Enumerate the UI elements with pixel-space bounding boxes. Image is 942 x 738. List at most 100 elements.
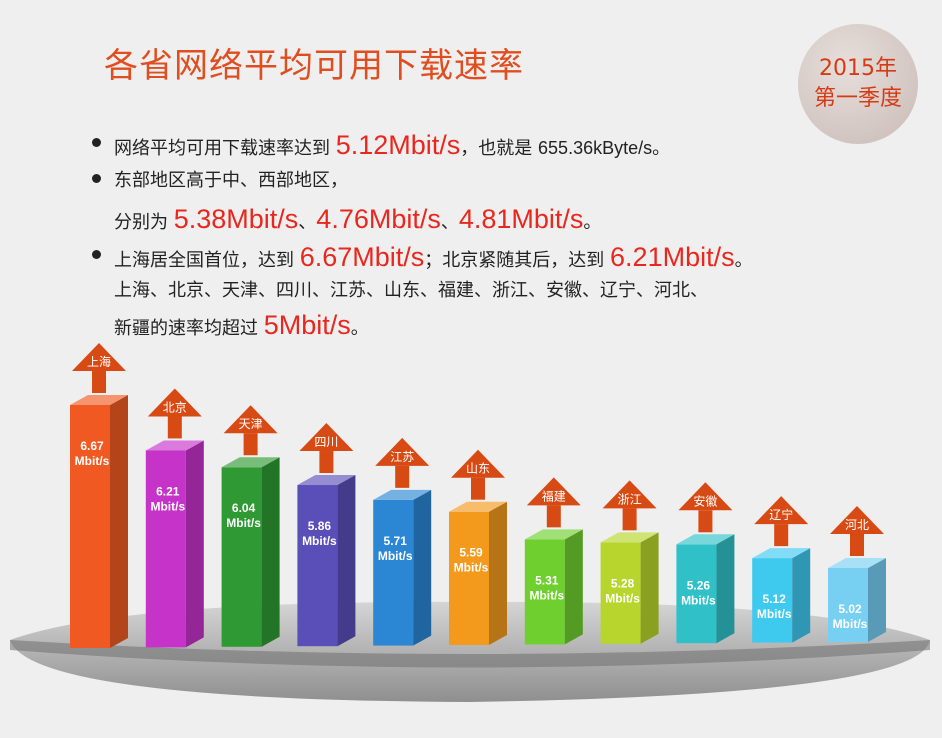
bullet-line: 上海居全国首位，达到 6.67Mbit/s；北京紧随其后，达到 6.21Mbit… [114, 240, 932, 274]
category-label: 浙江 [618, 492, 642, 506]
unit-label: Mbit/s [605, 591, 640, 605]
arrow-stem [622, 508, 637, 531]
arrow-head [147, 388, 202, 417]
bar-side [792, 548, 811, 643]
arrow-stem [92, 371, 106, 393]
bar-front [524, 539, 565, 645]
value-label: 5.31 [535, 573, 559, 587]
highlight-value: 6.67Mbit/s [299, 242, 425, 272]
value-label: 5.02 [838, 602, 862, 616]
bar-top [145, 440, 204, 451]
arrow-head [830, 506, 884, 534]
arrow-stem [471, 477, 485, 500]
unit-label: Mbit/s [302, 534, 337, 548]
category-label: 上海 [87, 354, 111, 369]
bar-top [373, 489, 432, 500]
bar-side [564, 529, 583, 645]
value-label: 6.04 [232, 501, 256, 515]
arrow-stem [319, 451, 334, 474]
bar-1: 上海 6.67Mbit/s [70, 343, 128, 648]
unit-label: Mbit/s [529, 588, 564, 602]
bars-group: 上海6.67Mbit/s北京6.21Mbit/s天津6.04Mbit/s四川5.… [70, 343, 886, 648]
chart-platform-rim [10, 640, 930, 668]
text: 、 [440, 212, 459, 233]
arrow-stem [774, 524, 789, 547]
arrow-head [678, 482, 733, 511]
badge-year: 2015年 [819, 56, 897, 81]
summary-bullets: 网络平均可用下载速率达到 5.12Mbit/s，也就是 655.36kByte/… [92, 128, 932, 342]
bullet-dot [92, 250, 101, 259]
bar-front [145, 450, 186, 648]
text: 、 [298, 212, 317, 233]
value-label: 5.12 [763, 592, 787, 606]
bar-top [221, 457, 280, 468]
bullet-line: 东部地区高于中、西部地区， [114, 170, 348, 191]
bar-arrow [147, 388, 202, 439]
category-label: 北京 [163, 400, 187, 414]
bar-front [449, 511, 489, 645]
period-badge: 2015年 第一季度 [798, 24, 918, 144]
bullet-dot [92, 138, 101, 147]
text: 。 [734, 250, 753, 271]
arrow-head [223, 405, 278, 434]
highlight-value: 4.76Mbit/s [316, 204, 441, 234]
category-label: 山东 [466, 462, 490, 476]
bullet-dot [92, 174, 101, 183]
text: 655.36kByte/s [538, 138, 653, 158]
bar-side [261, 457, 280, 647]
unit-label: Mbit/s [681, 593, 716, 607]
bar-10: 辽宁 5.12Mbit/s [752, 496, 811, 643]
bullet-line: 网络平均可用下载速率达到 5.12Mbit/s，也就是 655.36kByte/… [114, 128, 932, 162]
text: 。 [350, 318, 369, 339]
bar-front [297, 485, 338, 647]
text: 新疆的速率均超过 [114, 318, 264, 339]
bar-arrow [678, 482, 733, 533]
bar-top [524, 529, 583, 540]
highlight-value: 5.38Mbit/s [173, 204, 299, 234]
arrow-head [375, 437, 430, 466]
bullet-provinces: 上海居全国首位，达到 6.67Mbit/s；北京紧随其后，达到 6.21Mbit… [92, 240, 932, 342]
bar-front [70, 405, 110, 648]
bar-2: 北京 6.21Mbit/s [145, 388, 204, 648]
bar-top [600, 532, 659, 543]
unit-label: Mbit/s [454, 561, 489, 575]
highlight-value: 5Mbit/s [263, 310, 351, 340]
arrow-head [72, 343, 126, 371]
bar-arrow [299, 423, 354, 474]
arrow-stem [698, 510, 713, 533]
value-label: 5.71 [384, 534, 408, 548]
text: 。 [652, 138, 671, 159]
category-label: 江苏 [390, 450, 414, 464]
highlight-value: 5.12Mbit/s [335, 130, 461, 160]
bar-arrow [754, 496, 809, 547]
text: 分别为 [114, 212, 174, 233]
bar-top [752, 548, 811, 559]
value-label: 6.21 [156, 484, 180, 498]
bar-arrow [830, 506, 884, 556]
value-label: 5.28 [611, 576, 635, 590]
value-label: 6.67 [80, 439, 104, 453]
value-label: 5.86 [308, 519, 332, 533]
bar-side [337, 475, 356, 647]
bar-front [752, 558, 793, 643]
bar-top [449, 501, 507, 512]
unit-label: Mbit/s [757, 607, 792, 621]
bullet-line: 分别为 5.38Mbit/s、4.76Mbit/s、4.81Mbit/s。 [114, 202, 932, 236]
bullet-national: 网络平均可用下载速率达到 5.12Mbit/s，也就是 655.36kByte/… [92, 128, 932, 162]
bar-side [868, 558, 886, 642]
bullet-line: 新疆的速率均超过 5Mbit/s。 [114, 308, 932, 342]
arrow-head [754, 496, 809, 525]
unit-label: Mbit/s [75, 454, 110, 468]
arrow-head [526, 477, 581, 506]
bar-side [110, 395, 128, 648]
bar-arrow [223, 405, 278, 456]
bar-side [640, 532, 659, 644]
category-label: 辽宁 [769, 507, 793, 522]
bar-arrow [72, 343, 126, 393]
value-label: 5.59 [459, 546, 483, 560]
value-label: 5.26 [687, 578, 711, 592]
